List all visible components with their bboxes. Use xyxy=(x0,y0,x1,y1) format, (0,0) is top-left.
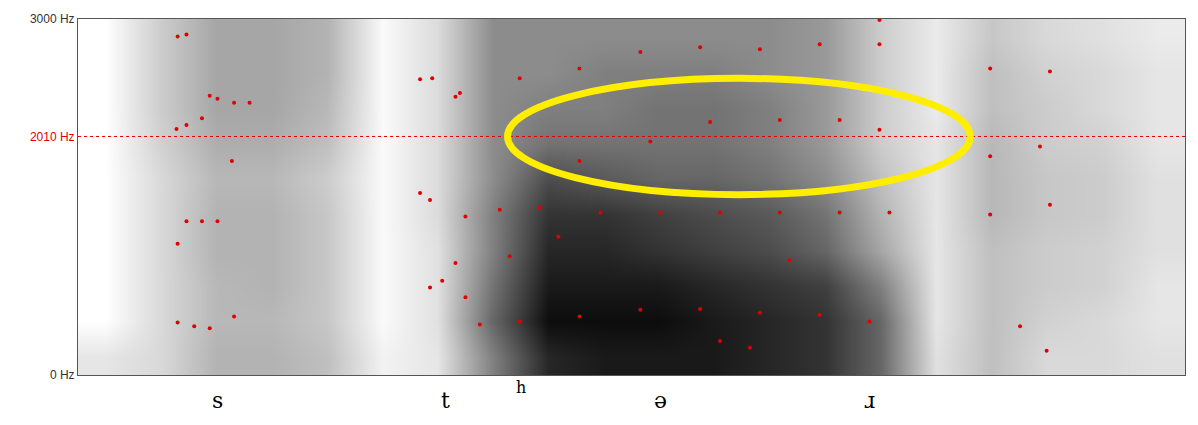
svg-text:3000 Hz: 3000 Hz xyxy=(30,12,75,26)
svg-text:h: h xyxy=(516,378,526,397)
svg-text:0 Hz: 0 Hz xyxy=(50,368,75,382)
svg-text:s: s xyxy=(212,388,223,413)
svg-text:2010 Hz: 2010 Hz xyxy=(30,130,75,144)
svg-text:t: t xyxy=(441,388,450,413)
svg-text:ɹ: ɹ xyxy=(864,388,875,413)
svg-text:ə: ə xyxy=(654,388,667,413)
